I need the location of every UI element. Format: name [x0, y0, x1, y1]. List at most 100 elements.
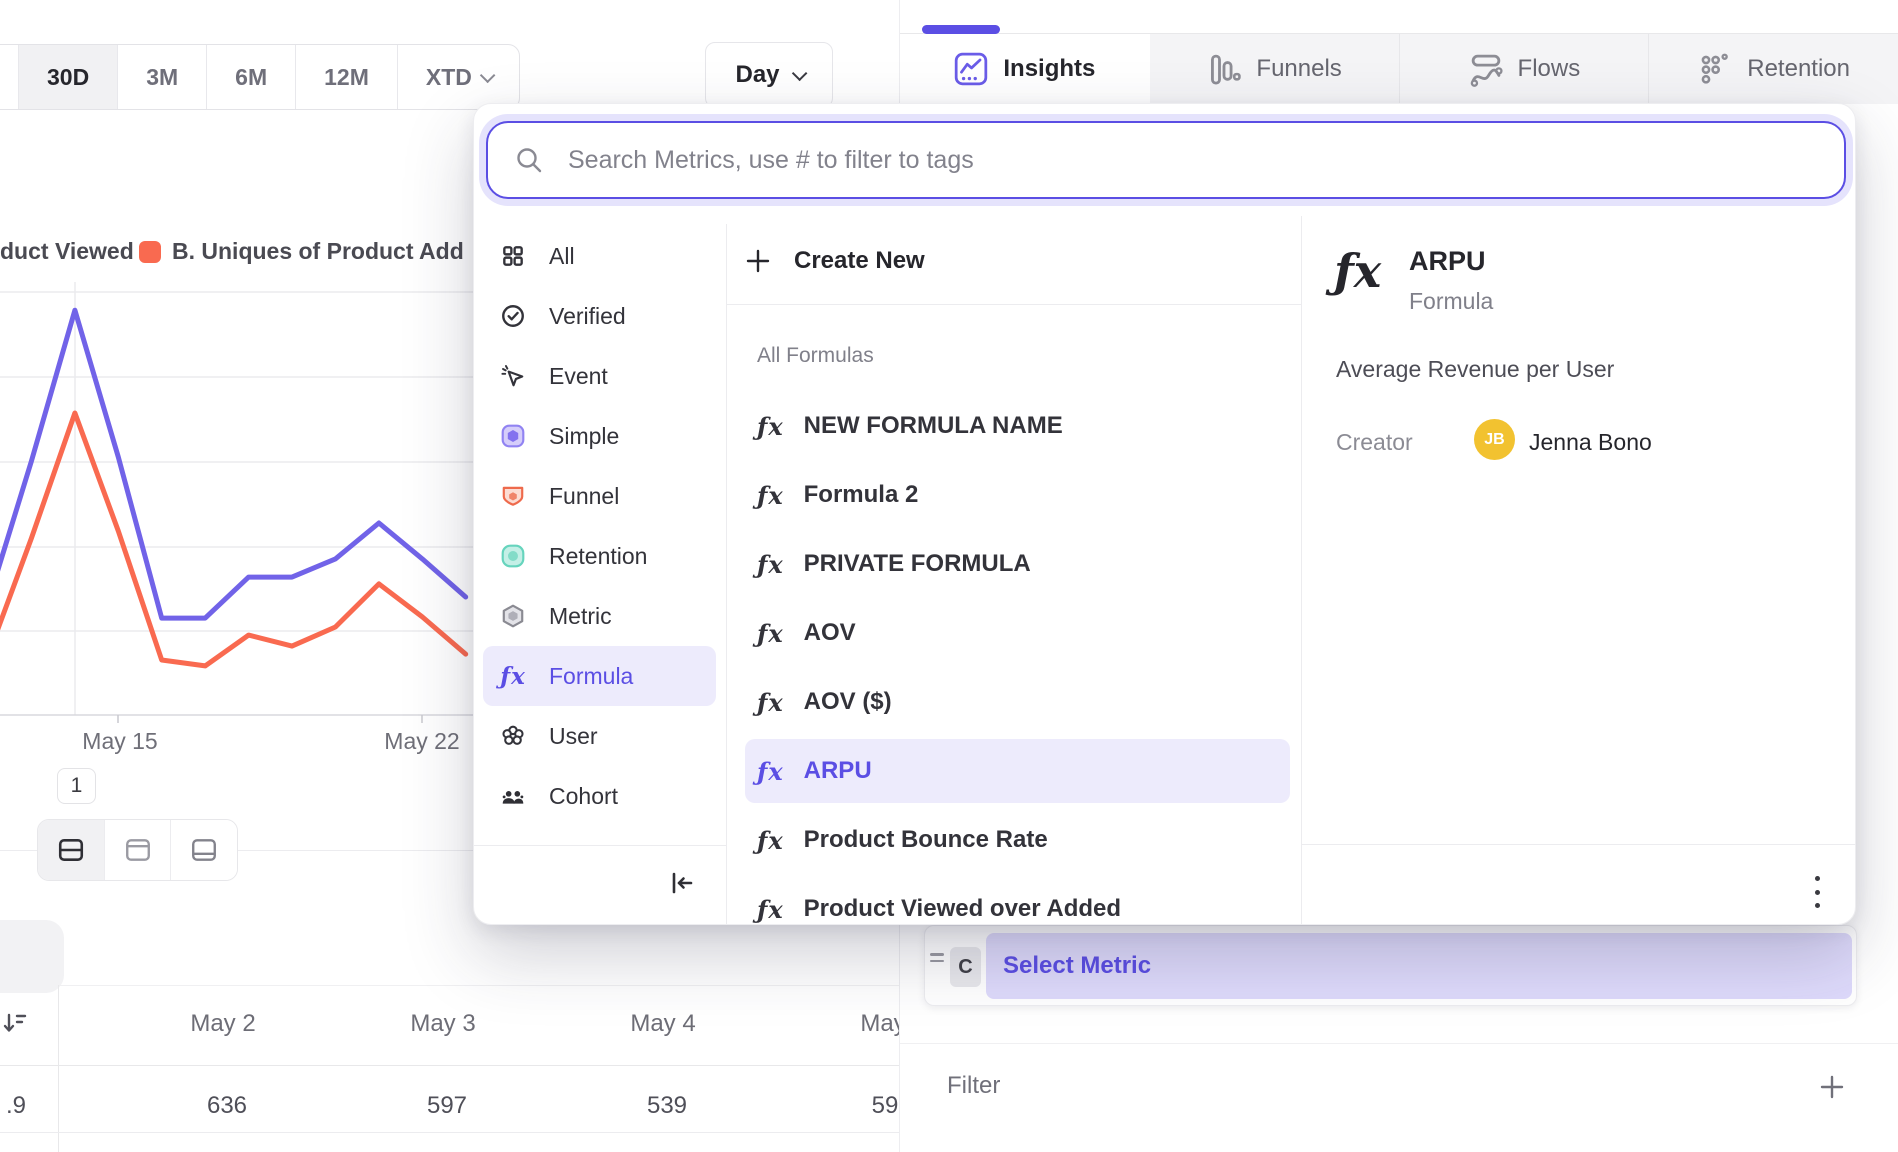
collapse-sidebar-button[interactable]	[659, 861, 703, 905]
category-metric[interactable]: Metric	[483, 586, 716, 646]
category-funnel[interactable]: Funnel	[483, 466, 716, 526]
split-view-icon	[58, 839, 83, 861]
flows-icon	[1470, 54, 1503, 87]
legend-swatch-b	[139, 241, 161, 263]
metric-picker-dropdown: All Verified Event Simple Funnel Retenti	[473, 103, 1856, 925]
range-button-12m[interactable]: 12M	[296, 45, 398, 109]
tab-flows[interactable]: Flows	[1400, 34, 1650, 104]
detail-footer-divider	[1302, 844, 1856, 845]
formula-item-product-bounce-rate[interactable]: ƒx Product Bounce Rate	[745, 808, 1290, 872]
metric-detail-title: ARPU	[1409, 246, 1486, 276]
drag-handle-icon[interactable]	[930, 949, 946, 971]
formula-fx-icon: ƒx	[757, 894, 784, 924]
funnel-metric-icon	[499, 482, 527, 510]
retention-icon	[1701, 53, 1729, 84]
range-xtd-label: XTD	[425, 63, 472, 90]
formula-item-formula-2[interactable]: ƒx Formula 2	[745, 463, 1290, 527]
category-formula[interactable]: ƒx Formula	[483, 646, 716, 706]
category-cohort[interactable]: Cohort	[483, 766, 716, 826]
formula-item-arpu[interactable]: ƒx ARPU	[745, 739, 1290, 803]
add-filter-button[interactable]	[1817, 1072, 1847, 1102]
table-only-icon	[192, 839, 217, 861]
metric-search-box	[486, 121, 1846, 199]
range-button-xtd[interactable]: XTD	[398, 45, 519, 109]
table-header-may5-cutoff[interactable]: May	[860, 1010, 899, 1037]
select-metric-button[interactable]: Select Metric	[986, 933, 1852, 999]
table-column-divider	[58, 985, 59, 1152]
date-range-selector: 30D 3M 6M 12M XTD	[0, 44, 520, 110]
tab-retention[interactable]: Retention	[1649, 34, 1898, 104]
metric-search-input[interactable]	[568, 130, 1820, 190]
tab-insights[interactable]: Insights	[900, 34, 1150, 104]
category-label: Formula	[549, 662, 634, 689]
creator-name: Jenna Bono	[1529, 429, 1652, 455]
category-all[interactable]: All	[483, 226, 716, 286]
formula-item-private-formula[interactable]: ƒx PRIVATE FORMULA	[745, 532, 1290, 596]
layout-toggle-group	[37, 819, 238, 881]
table-header-may4[interactable]: May 4	[630, 1010, 696, 1037]
range-button-30d[interactable]: 30D	[19, 45, 119, 109]
formula-label: NEW FORMULA NAME	[803, 412, 1063, 439]
legend-entry-a[interactable]: duct Viewed	[0, 238, 134, 264]
metric-detail-description: Average Revenue per User	[1336, 356, 1615, 382]
category-simple[interactable]: Simple	[483, 406, 716, 466]
grid-icon	[499, 242, 527, 270]
layout-table-only-button[interactable]	[171, 820, 237, 880]
event-cursor-icon	[499, 362, 527, 390]
formula-fx-icon: ƒx	[757, 411, 784, 441]
table-header-may2[interactable]: May 2	[190, 1010, 256, 1037]
filter-section-label: Filter	[947, 1072, 1001, 1099]
legend-entry-b[interactable]: B. Uniques of Product Add	[172, 238, 464, 264]
metric-clause-card: C Select Metric	[924, 925, 1857, 1006]
range-button-cutoff[interactable]	[0, 45, 19, 109]
sidebar-divider	[474, 845, 726, 846]
tab-funnels[interactable]: Funnels	[1150, 34, 1400, 104]
category-event[interactable]: Event	[483, 346, 716, 406]
verified-badge-icon	[499, 302, 527, 330]
x-axis-label-may22: May 22	[384, 728, 460, 754]
table-cell-cutoff: 59	[871, 1092, 899, 1119]
collapse-left-icon	[672, 872, 693, 894]
page-number-button[interactable]: 1	[57, 768, 96, 804]
search-icon	[517, 148, 542, 173]
filter-section-divider	[900, 1043, 1898, 1044]
formula-item-aov-dollars[interactable]: ƒx AOV ($)	[745, 670, 1290, 734]
formula-fx-icon: ƒx	[757, 756, 784, 786]
list-divider	[727, 304, 1301, 305]
series-line	[0, 307, 469, 621]
table-header-may3[interactable]: May 3	[410, 1010, 476, 1037]
tab-label: Insights	[1003, 55, 1096, 82]
layout-split-view-button[interactable]	[38, 820, 105, 880]
formula-label: AOV	[803, 619, 856, 646]
formula-item-product-viewed-over-added[interactable]: ƒx Product Viewed over Added	[745, 877, 1290, 941]
segment-chip-cutoff[interactable]	[0, 920, 64, 993]
table-border	[58, 985, 899, 986]
category-user[interactable]: User	[483, 706, 716, 766]
formula-fx-icon-large: ƒx	[1334, 244, 1382, 298]
table-cell-frozen: .9	[6, 1092, 27, 1119]
formula-label: PRIVATE FORMULA	[803, 550, 1031, 577]
more-options-kebab-icon[interactable]	[1807, 874, 1827, 910]
granularity-dropdown[interactable]: Day	[705, 42, 833, 108]
create-new-button[interactable]: Create New	[744, 231, 1284, 291]
report-tabbar: Insights Funnels Flows	[900, 33, 1898, 104]
formula-label: Formula 2	[803, 481, 919, 508]
formula-fx-icon: ƒx	[757, 618, 784, 648]
formula-item-new-formula-name[interactable]: ƒx NEW FORMULA NAME	[745, 394, 1290, 458]
tab-label: Flows	[1517, 55, 1581, 82]
table-cell: 597	[426, 1092, 468, 1119]
sort-descending-icon[interactable]	[2, 1010, 28, 1036]
section-divider	[0, 850, 899, 851]
layout-chart-only-button[interactable]	[104, 820, 172, 880]
category-verified[interactable]: Verified	[483, 286, 716, 346]
range-button-6m[interactable]: 6M	[207, 45, 297, 109]
category-retention[interactable]: Retention	[483, 526, 716, 586]
category-label: Metric	[549, 602, 612, 629]
formula-label: Product Viewed over Added	[803, 895, 1122, 922]
formula-item-aov[interactable]: ƒx AOV	[745, 601, 1290, 665]
range-button-3m[interactable]: 3M	[118, 45, 208, 109]
formula-fx-icon: ƒx	[757, 825, 784, 855]
table-cell: 636	[206, 1092, 248, 1119]
category-label: Event	[549, 362, 608, 389]
